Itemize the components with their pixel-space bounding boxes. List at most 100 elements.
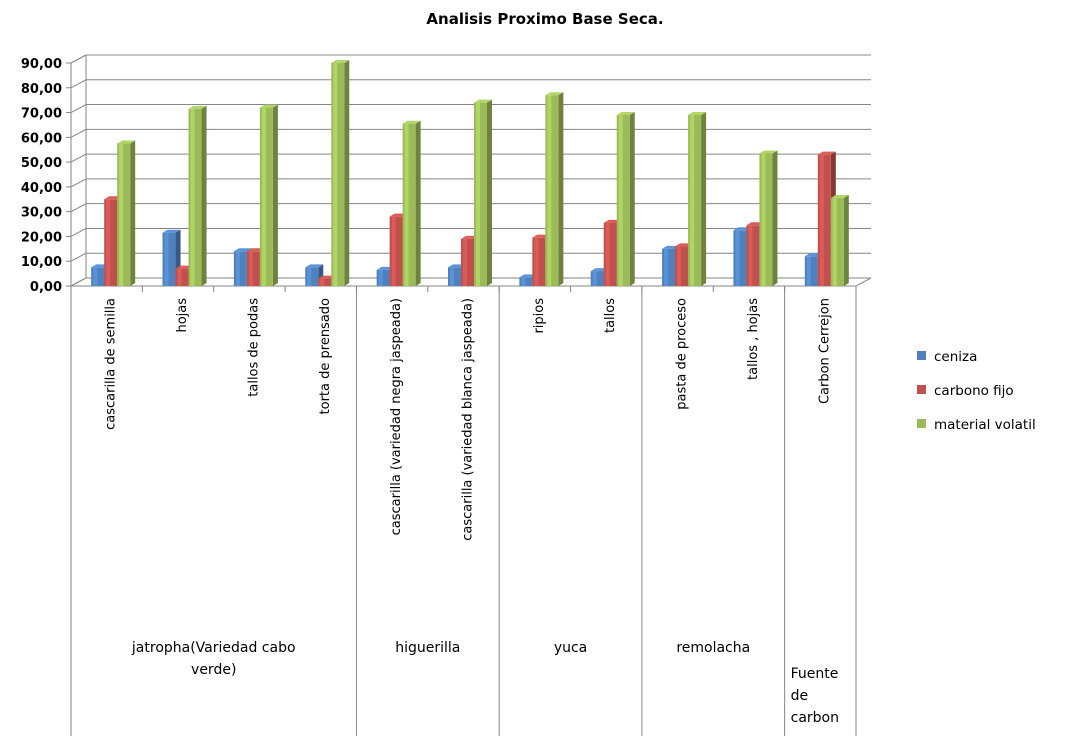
category-labels: cascarilla de semilla hojas tallos de poda…	[104, 298, 839, 726]
bar-top	[616, 112, 635, 116]
bar-material-volatil	[402, 120, 421, 286]
bar-top	[259, 104, 278, 108]
y-tick-label: 80,00	[21, 82, 62, 97]
bar-highlight	[307, 267, 312, 286]
bar-top	[162, 229, 181, 233]
bar-front	[688, 115, 702, 287]
bar-material-volatil	[259, 104, 278, 286]
category-label: Carbon Cerrejon	[817, 298, 832, 404]
chart-title: Analisis Proximo Base Seca.	[426, 10, 663, 28]
bar-highlight	[761, 153, 766, 286]
bar-side	[843, 195, 849, 286]
bar-top	[474, 99, 492, 103]
bar-ceniza	[448, 264, 466, 286]
bar-highlight	[819, 154, 824, 286]
bar-front	[331, 63, 345, 286]
category-label: ripios	[532, 298, 547, 334]
bar-material-volatil	[545, 92, 564, 286]
bar-highlight	[832, 198, 837, 286]
bar-front	[603, 222, 617, 286]
category-label: cascarilla de semilla	[104, 298, 119, 430]
bar-front	[117, 143, 131, 286]
bar-material-volatil	[688, 112, 707, 287]
bar-highlight	[450, 267, 454, 286]
bar-highlight	[592, 271, 597, 286]
bar-highlight	[534, 237, 539, 286]
bar-front	[448, 267, 461, 286]
bar-material-volatil	[188, 105, 207, 286]
bar-front	[519, 277, 533, 286]
bar-front	[259, 107, 273, 286]
legend-label: carbono fijo	[934, 383, 1014, 399]
category-label: torta de prensado	[318, 298, 333, 415]
bar-side	[415, 120, 421, 286]
category-label: tallos , hojas	[746, 298, 761, 380]
bar-highlight	[391, 216, 396, 286]
bar-front	[532, 237, 546, 286]
category-label: cascarilla (variedad negra jaspeada)	[389, 298, 404, 535]
bar-highlight	[333, 63, 338, 286]
bar-highlight	[93, 267, 98, 286]
bar-front	[830, 198, 844, 286]
bar-front	[616, 115, 630, 287]
bar-highlight	[618, 115, 623, 287]
bar-material-volatil	[616, 112, 635, 287]
y-tick-label: 10,00	[21, 255, 62, 270]
bar-top	[188, 105, 207, 109]
bar-top	[545, 92, 564, 96]
bar-top	[759, 150, 778, 154]
gridline-side	[70, 252, 87, 262]
bar-top	[233, 248, 252, 252]
bar-front	[402, 123, 416, 286]
bar-front	[461, 238, 474, 286]
bar-highlight	[605, 222, 610, 286]
y-tick-label: 70,00	[21, 107, 62, 122]
gridline-side	[70, 228, 87, 237]
bar-highlight	[248, 251, 253, 286]
bar-front	[188, 108, 202, 286]
axes: 0,00 10,00 20,00 30,00 40,00 50,00 60,00 70,00 8…	[21, 57, 857, 736]
y-tick-label: 90,00	[21, 57, 62, 72]
group-label: jatropha(Variedad cabo	[131, 640, 296, 656]
legend-label: ceniza	[934, 349, 977, 365]
group-label: Fuente	[791, 666, 839, 682]
bar-highlight	[261, 107, 266, 286]
category-label: tallos de podas	[246, 298, 261, 397]
bar-highlight	[735, 230, 740, 286]
bar-front	[162, 232, 176, 286]
bar-top	[830, 195, 849, 199]
bar-highlight	[404, 123, 409, 286]
bar-highlight	[476, 102, 480, 287]
y-tick-label: 0,00	[30, 280, 62, 295]
bar-side	[344, 60, 350, 286]
legend-swatch	[917, 419, 926, 428]
gridline-side	[70, 153, 87, 163]
group-label: carbon	[791, 710, 839, 726]
bar-top	[688, 112, 707, 116]
bar-material-volatil	[759, 150, 778, 286]
bar-top	[817, 151, 836, 155]
bar-front	[545, 95, 559, 286]
gridline-side	[70, 203, 87, 213]
bar-top	[117, 140, 136, 144]
bar-highlight	[119, 143, 124, 286]
bar-highlight	[664, 248, 669, 286]
group-label: verde)	[191, 662, 236, 678]
y-tick-label: 40,00	[21, 181, 62, 196]
category-label: hojas	[175, 298, 190, 333]
bar-material-volatil	[830, 195, 849, 286]
gridline-side	[70, 54, 87, 64]
bar-highlight	[677, 246, 682, 286]
bar-highlight	[690, 115, 695, 287]
bar-highlight	[748, 225, 753, 286]
bar-side	[772, 150, 778, 286]
group-label: remolacha	[676, 640, 750, 656]
bar-front	[662, 248, 676, 286]
bar-side	[558, 92, 564, 286]
gridline-side	[70, 79, 87, 89]
group-label: de	[791, 688, 809, 704]
category-label: cascarilla (variedad blanca jaspeada)	[461, 298, 476, 541]
bar-front	[305, 267, 319, 286]
legend-swatch	[917, 351, 926, 360]
